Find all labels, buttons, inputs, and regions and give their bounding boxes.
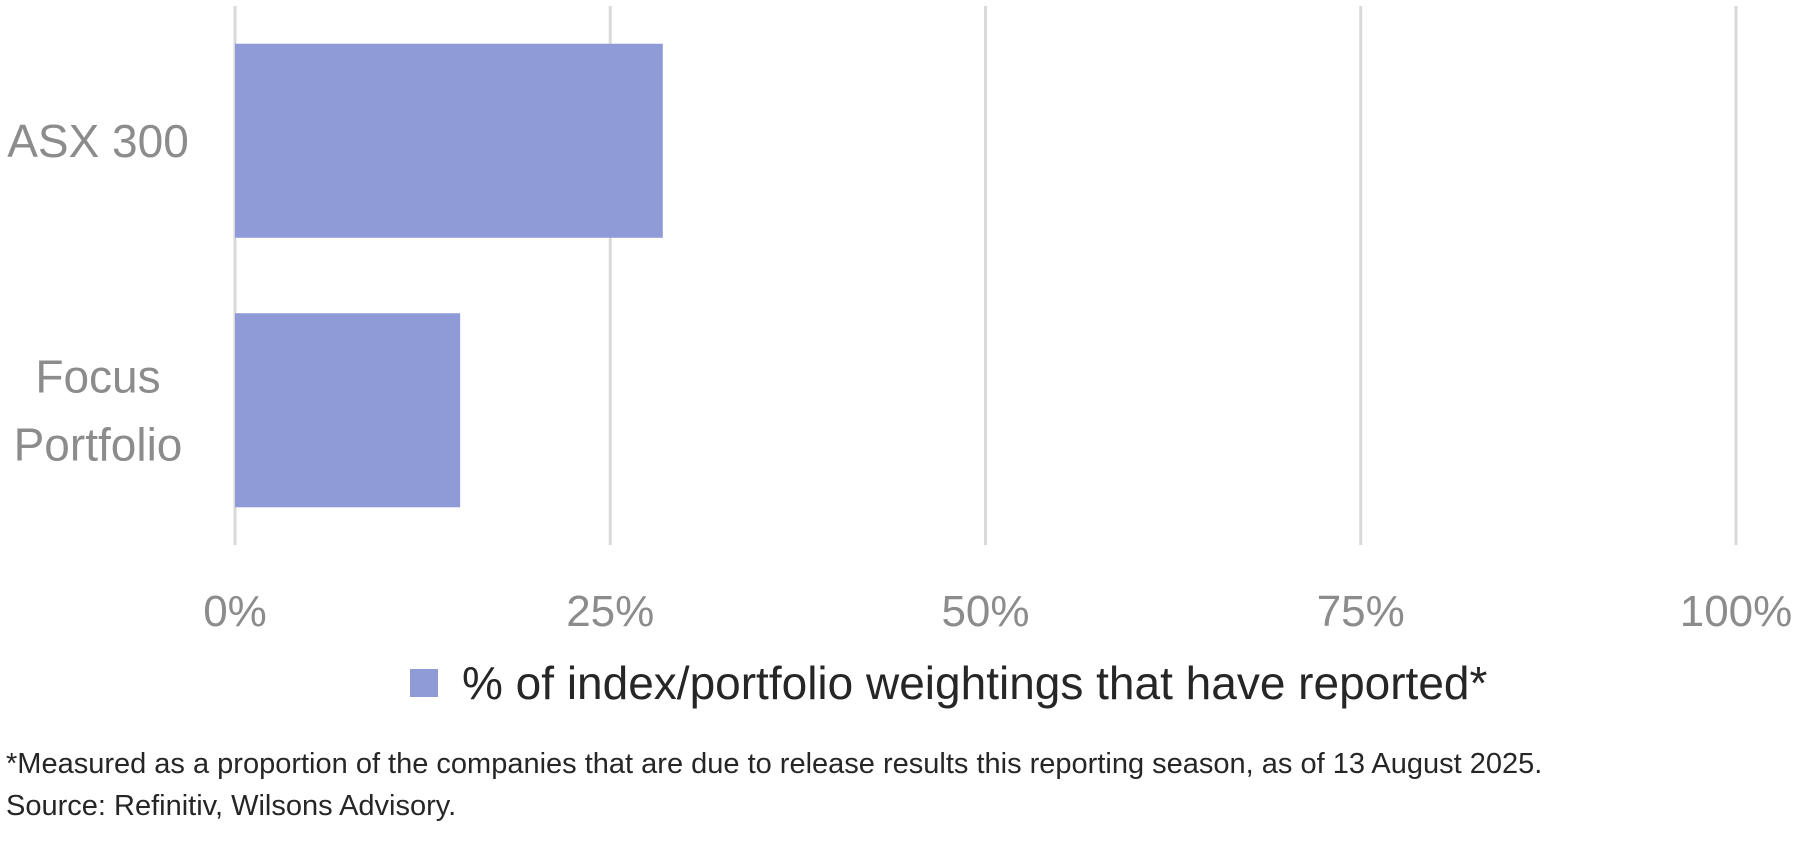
footnote-source: Source: Refinitiv, Wilsons Advisory. <box>6 790 457 822</box>
category-label-focus-portfolio-line-0: Focus <box>35 350 160 402</box>
category-label-focus-portfolio-line-1: Portfolio <box>14 418 183 470</box>
legend-label: % of index/portfolio weightings that hav… <box>462 657 1488 709</box>
category-labels: ASX 300 Focus Portfolio <box>7 115 189 471</box>
x-tick-label-50: 50% <box>941 587 1029 636</box>
bars <box>235 43 663 508</box>
footnote-measurement: *Measured as a proportion of the compani… <box>6 748 1543 780</box>
x-tick-label-75: 75% <box>1317 587 1405 636</box>
bar-asx-300 <box>235 43 663 238</box>
x-tick-label-100: 100% <box>1680 587 1793 636</box>
x-tick-label-0: 0% <box>203 587 267 636</box>
legend: % of index/portfolio weightings that hav… <box>410 656 1487 710</box>
legend-swatch <box>410 669 438 697</box>
category-label-asx-300-line-0: ASX 300 <box>7 115 189 167</box>
x-tick-label-25: 25% <box>566 587 654 636</box>
x-axis-tick-labels: 0% 25% 50% 75% 100% <box>203 587 1792 636</box>
bar-focus-portfolio <box>235 313 461 508</box>
